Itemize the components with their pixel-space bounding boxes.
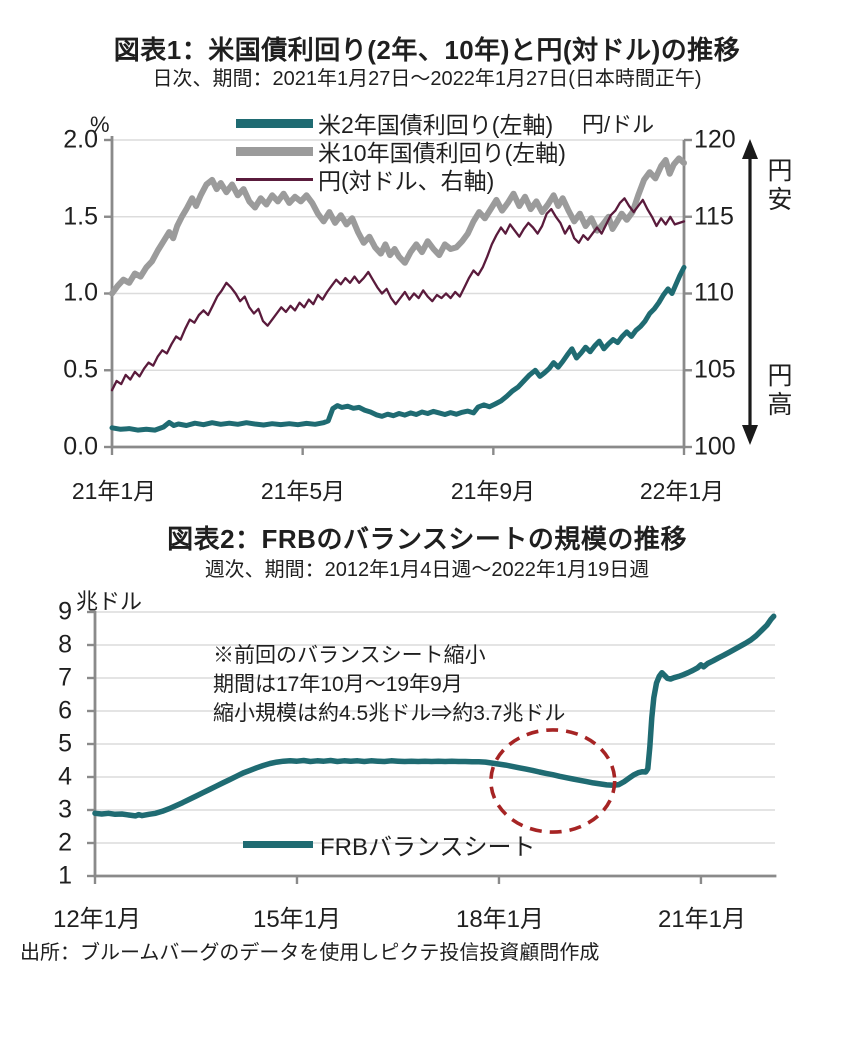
us10y-line	[109, 155, 687, 297]
note-line: 縮小規模は約4.5兆ドル⇒約3.7兆ドル	[213, 702, 566, 725]
us2y-line	[109, 264, 687, 433]
chart2-y-tick: 6	[58, 696, 72, 725]
chart2-y-tick: 4	[58, 762, 72, 791]
chart1-left-tick: 0.0	[63, 432, 98, 461]
chart2-x-tick: 15年1月	[252, 906, 342, 933]
legend-label: 円(対ドル、右軸)	[318, 168, 495, 194]
chart1-right-tick: 105	[694, 355, 736, 384]
chart1-right-tick: 100	[694, 432, 736, 461]
chart2-y-tick: 1	[58, 861, 72, 890]
chart1-left-tick: 0.5	[63, 355, 98, 384]
chart2-x-tick: 21年1月	[657, 906, 747, 933]
note-line: 期間は17年10月～19年9月	[213, 673, 463, 696]
note-line: ※前回のバランスシート縮小	[213, 644, 486, 667]
jpy-line	[110, 197, 686, 392]
percent-axis-unit: %	[90, 112, 110, 137]
figure1-title: 図表1：米国債利回り(2年、10年)と円(対ドル)の推移	[113, 35, 741, 65]
chart1-x-tick: 21年5月	[260, 478, 346, 504]
chart1-x-tick: 22年1月	[639, 478, 725, 504]
frb-legend-swatch	[243, 840, 313, 848]
chart1-right-tick: 110	[694, 278, 734, 307]
chart1-right-tick: 115	[694, 202, 734, 231]
chart1-left-tick: 1.5	[63, 202, 98, 231]
yen-strong-label: 円高	[764, 362, 792, 420]
yen-weak-label: 円安	[764, 157, 792, 215]
legend-label: FRBバランスシート	[320, 833, 536, 861]
jpy-legend-swatch	[236, 177, 313, 181]
chart1-right-tick: 120	[694, 125, 736, 154]
chart1-x-tick: 21年9月	[450, 478, 536, 504]
figure1-subtitle: 日次、期間：2021年1月27日～2022年1月27日(日本時間正午)	[152, 68, 702, 90]
chart2-y-tick: 9	[58, 597, 72, 626]
chart2-x-tick: 12年1月	[52, 906, 142, 933]
us10y-legend-swatch	[236, 146, 313, 156]
us2y-legend-swatch	[236, 118, 313, 128]
arrow-head-up	[742, 139, 758, 159]
chart2-y-tick: 2	[58, 828, 72, 857]
chart2-y-tick: 3	[58, 795, 72, 824]
legend-item-jpy: 円(対ドル、右軸)	[236, 165, 495, 194]
balance-sheet-note: ※前回のバランスシート縮小 期間は17年10月～19年9月 縮小規模は約4.5兆…	[213, 641, 565, 728]
frb-line	[92, 613, 777, 819]
legend-item-us2y: 米2年国債利回り(左軸)	[236, 109, 554, 138]
legend-item-us10y: 米10年国債利回り(左軸)	[236, 137, 566, 166]
chart2-y-tick: 7	[58, 663, 72, 692]
legend-label: 米2年国債利回り(左軸)	[318, 112, 554, 138]
chart2-x-tick: 18年1月	[455, 906, 545, 933]
legend-label: 米10年国債利回り(左軸)	[318, 140, 566, 166]
yen-per-dollar-axis-unit: 円/ドル	[582, 112, 655, 137]
arrow-head-down	[742, 425, 758, 445]
trillion-usd-axis-unit: 兆ドル	[76, 589, 143, 614]
figure2-title: 図表2：FRBのバランスシートの規模の推移	[167, 524, 687, 554]
source-note: 出所：ブルームバーグのデータを使用しピクテ投信投資顧問作成	[20, 942, 600, 964]
chart1-x-tick: 21年1月	[71, 478, 157, 504]
chart2-y-tick: 5	[58, 729, 72, 758]
chart1-left-tick: 1.0	[63, 278, 98, 307]
figure2-subtitle: 週次、期間：2012年1月4日週～2022年1月19日週	[204, 559, 650, 581]
legend-item-frb: FRBバランスシート	[243, 830, 536, 861]
chart2-y-tick: 8	[58, 630, 72, 659]
shrink-highlight-ellipse	[489, 728, 617, 834]
chart1-left-tick: 2.0	[63, 125, 98, 154]
